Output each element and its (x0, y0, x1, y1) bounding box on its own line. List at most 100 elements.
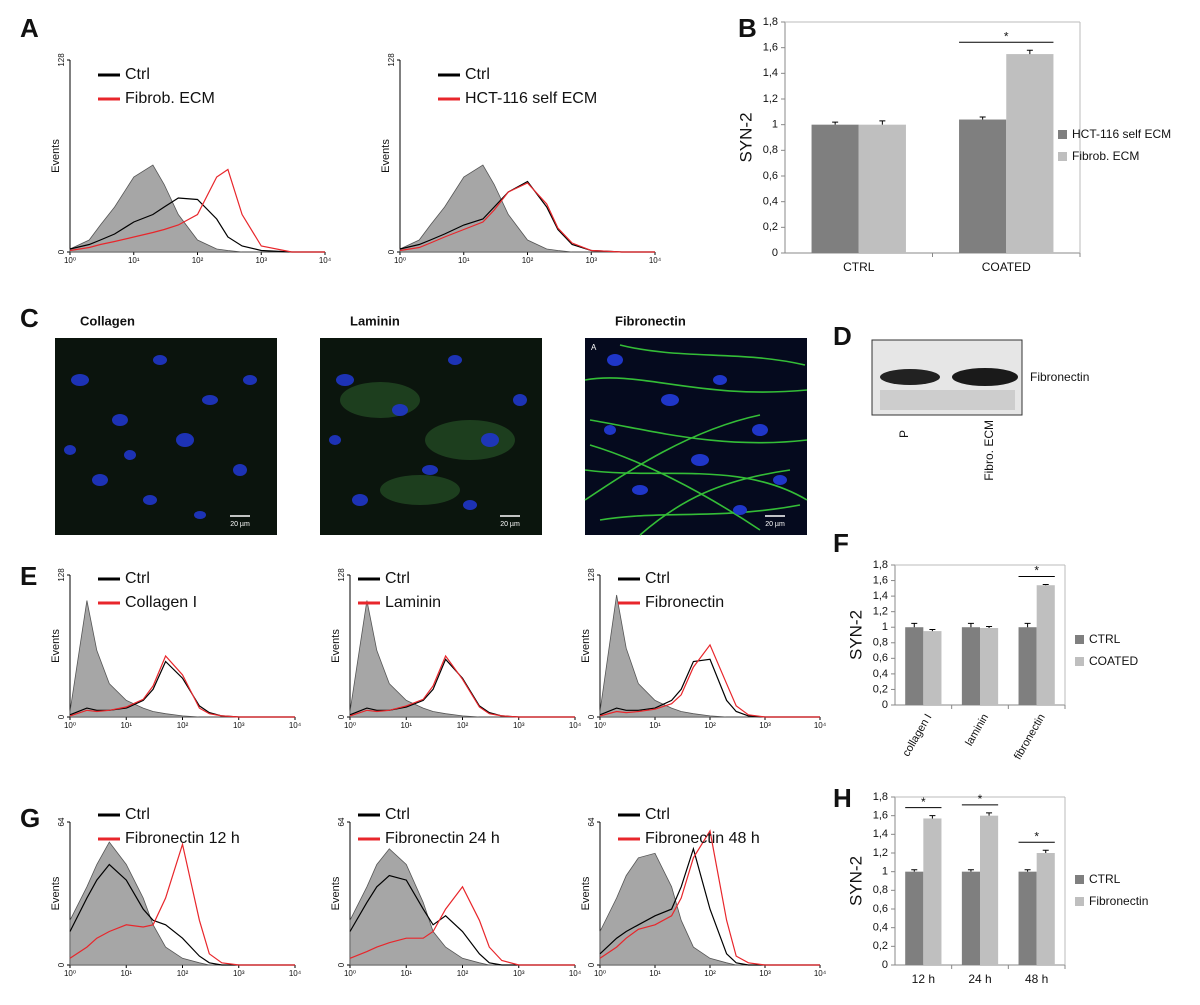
micrograph (584, 338, 808, 536)
y-tick-label: 128 (587, 568, 596, 582)
x-tick-label: 10² (522, 256, 534, 265)
x-tick-label: 10² (192, 256, 204, 265)
y-tick-label: 0,2 (763, 221, 778, 233)
y-tick-label: 0,4 (873, 668, 888, 680)
y-tick-label: 0 (57, 714, 66, 719)
bar (923, 818, 942, 965)
image-corner-mark: A (591, 343, 597, 352)
histogram-line (599, 643, 820, 718)
x-tick-label: 10⁴ (319, 256, 332, 265)
histogram-line (349, 874, 575, 966)
error-bar (911, 622, 918, 628)
panel-letter: G (20, 803, 40, 833)
error-bar (979, 116, 986, 120)
scale-bar-label: 20 µm (765, 521, 785, 528)
y-tick-label: 1,4 (873, 828, 888, 840)
y-tick-label: 0,2 (873, 940, 888, 952)
legend-swatch (1075, 897, 1084, 906)
y-tick-label: 64 (337, 817, 346, 826)
error-bar (1024, 622, 1031, 628)
y-tick-label: 64 (587, 817, 596, 826)
legend-label: CTRL (1089, 872, 1121, 886)
x-tick-label: 10⁰ (594, 721, 606, 730)
y-axis-label: Events (330, 629, 342, 663)
x-tick-label: 10⁴ (569, 721, 582, 730)
image-title: Laminin (350, 313, 400, 328)
legend-label: CTRL (1089, 632, 1121, 646)
bar (1018, 871, 1037, 965)
y-tick-label: 0 (337, 714, 346, 719)
x-tick-label: 10² (457, 721, 469, 730)
y-axis-label: Events (380, 139, 392, 173)
bar (858, 124, 906, 254)
y-tick-label: 0 (882, 959, 888, 971)
histogram-line (69, 863, 295, 966)
band-label: Fibronectin (1030, 370, 1089, 384)
legend-label: Fibronectin 24 h (385, 830, 500, 847)
bar (905, 627, 924, 705)
x-tick-label: 10¹ (649, 721, 661, 730)
image-title: Collagen (80, 313, 135, 328)
scale-bar-label: 20 µm (500, 521, 520, 528)
histogram-line (349, 885, 575, 966)
histogram-line (69, 197, 325, 253)
error-bar (967, 622, 974, 628)
x-tick-label: 10¹ (400, 721, 412, 730)
legend-swatch (1075, 635, 1084, 644)
y-tick-label: 0,6 (763, 170, 778, 182)
y-tick-label: 0,6 (873, 652, 888, 664)
legend-label: Fibronectin 48 h (645, 830, 760, 847)
x-tick-label: 10⁴ (289, 969, 302, 978)
y-tick-label: 1,6 (873, 574, 888, 586)
y-tick-label: 0,4 (763, 196, 778, 208)
legend-label: HCT-116 self ECM (465, 90, 597, 107)
scale-bar-label: 20 µm (230, 521, 250, 528)
histogram-line (69, 841, 295, 966)
histogram-line (69, 168, 325, 253)
y-tick-label: 0,8 (873, 884, 888, 896)
bar (1036, 853, 1055, 965)
y-axis-label: Events (580, 629, 592, 663)
bar (961, 627, 980, 705)
y-tick-label: 0 (772, 247, 778, 259)
y-tick-label: 1,8 (763, 16, 778, 28)
lane-label: P (897, 430, 911, 438)
significance-star: * (921, 795, 926, 809)
significance-star: * (1034, 829, 1039, 843)
error-bar (929, 629, 936, 632)
y-tick-label: 0 (882, 699, 888, 711)
bar (980, 815, 999, 965)
y-tick-label: 0 (57, 962, 66, 967)
x-tick-label: 10¹ (458, 256, 470, 265)
legend-label: Ctrl (385, 570, 410, 587)
x-tick-label: 10² (704, 969, 716, 978)
x-tick-label: 24 h (968, 972, 991, 986)
bar (1018, 627, 1037, 705)
error-bar (986, 625, 993, 628)
bar (923, 631, 942, 705)
panel-letter: F (833, 528, 849, 558)
panel-letter: B (738, 13, 757, 43)
y-axis-label: Events (50, 139, 62, 173)
y-tick-label: 0,2 (873, 683, 888, 695)
x-tick-label: 10⁰ (594, 969, 606, 978)
y-tick-label: 128 (387, 53, 396, 67)
legend-label: Ctrl (385, 806, 410, 823)
x-tick-label: 10⁰ (344, 721, 356, 730)
x-tick-label: 10⁰ (64, 256, 76, 265)
y-tick-label: 128 (57, 53, 66, 67)
error-bar (967, 869, 974, 872)
y-tick-label: 0,8 (763, 144, 778, 156)
y-axis-label: Events (50, 629, 62, 663)
x-tick-label: 10⁴ (569, 969, 582, 978)
x-tick-label: 10³ (585, 256, 597, 265)
legend-swatch (1058, 152, 1067, 161)
y-tick-label: 0 (337, 962, 346, 967)
histogram-line (399, 182, 655, 253)
x-tick-label: 10⁴ (649, 256, 662, 265)
western-blot (871, 339, 1023, 416)
y-tick-label: 1,2 (873, 606, 888, 618)
legend-swatch (1058, 130, 1067, 139)
y-tick-label: 0 (387, 249, 396, 254)
